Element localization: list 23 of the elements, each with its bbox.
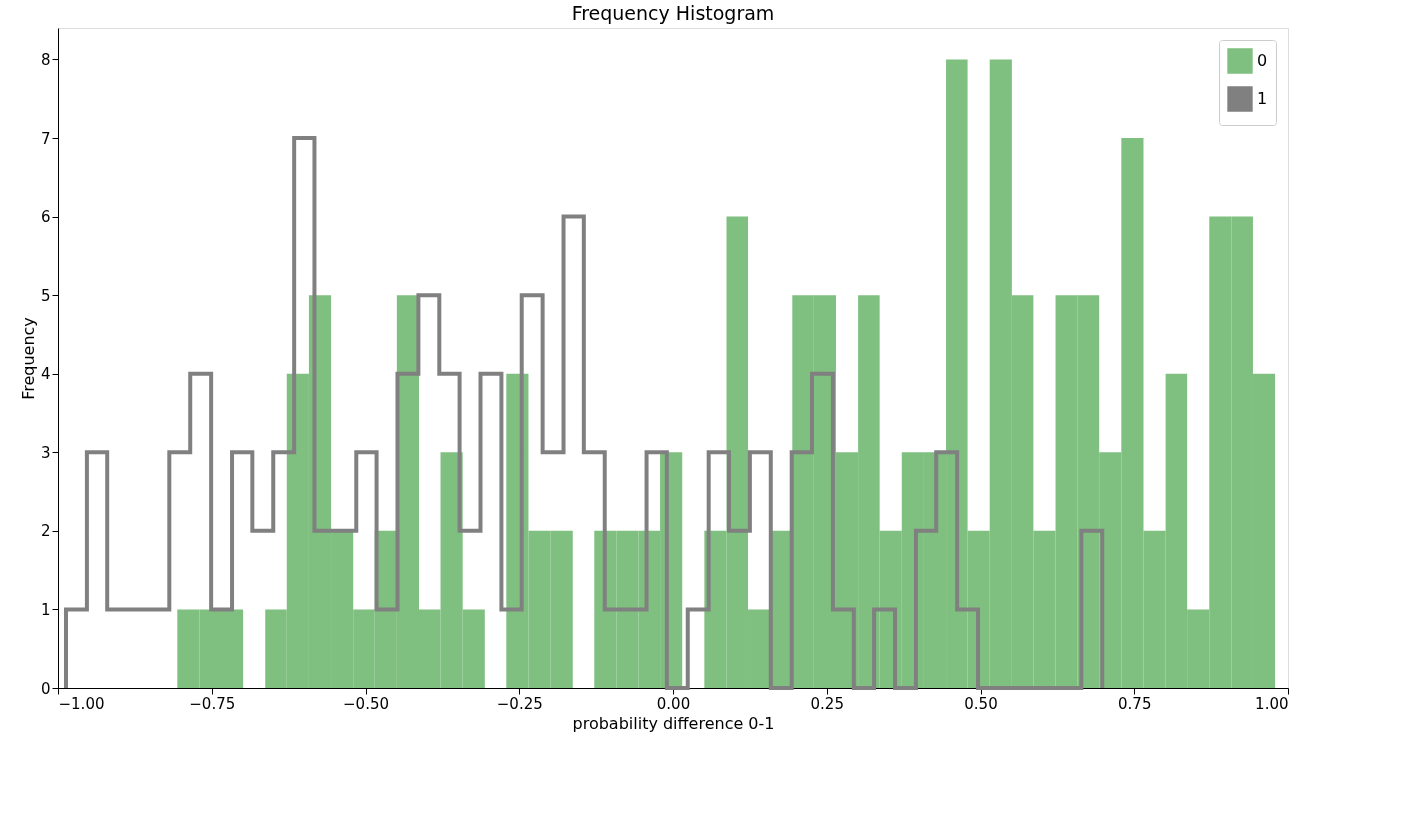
x-tick-label: 0.25 [810, 694, 844, 713]
y-tick-label: 2 [40, 522, 51, 541]
y-tick-label: 8 [40, 50, 51, 69]
chart-title: Frequency Histogram [571, 2, 775, 24]
y-axis-title: Frequency [18, 317, 38, 400]
x-tick-label: 0.50 [964, 694, 998, 713]
y-tick-label: 7 [40, 129, 51, 148]
x-tick-label: −0.50 [343, 694, 389, 713]
x-tick-label: 1.00 [1255, 694, 1289, 713]
y-tick-label: 5 [40, 286, 51, 305]
x-axis-title: probability difference 0-1 [572, 713, 775, 733]
x-tick-label: 0.75 [1118, 694, 1152, 713]
y-tick-label: 3 [40, 443, 51, 462]
x-tick-label: 0.00 [656, 694, 691, 713]
x-tick-label: −0.75 [189, 694, 236, 713]
legend-label: 1 [1257, 89, 1268, 108]
y-tick-label: 4 [40, 365, 51, 384]
x-tick-label: −1.00 [58, 694, 105, 713]
y-tick-label: 6 [40, 208, 51, 227]
y-tick-label: 1 [40, 600, 51, 619]
legend-label: 0 [1257, 51, 1268, 70]
x-tick-label: −0.25 [496, 694, 543, 713]
y-tick-label: 0 [40, 679, 51, 698]
